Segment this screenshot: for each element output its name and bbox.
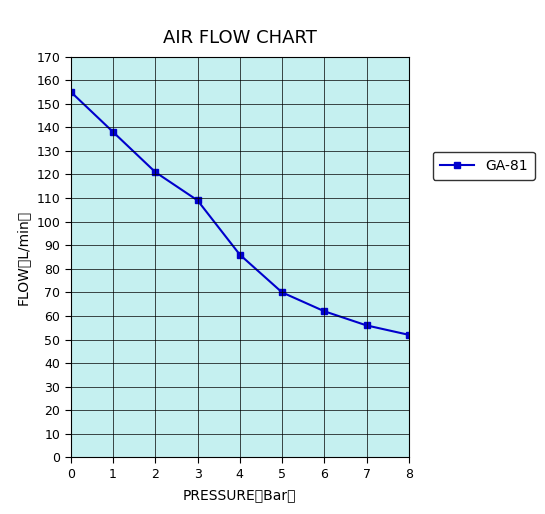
- GA-81: [279, 289, 286, 296]
- GA-81: [321, 308, 328, 315]
- GA-81: [110, 129, 117, 135]
- GA-81: [363, 322, 370, 328]
- Legend: GA-81: GA-81: [433, 152, 535, 179]
- GA-81: [68, 89, 74, 95]
- GA-81: [405, 332, 412, 338]
- Line: GA-81: GA-81: [68, 88, 412, 338]
- Title: AIR FLOW CHART: AIR FLOW CHART: [163, 29, 317, 47]
- GA-81: [152, 169, 159, 175]
- GA-81: [195, 197, 201, 204]
- Y-axis label: FLOW（L/min）: FLOW（L/min）: [16, 209, 29, 305]
- X-axis label: PRESSURE（Bar）: PRESSURE（Bar）: [183, 488, 296, 502]
- GA-81: [237, 251, 243, 258]
